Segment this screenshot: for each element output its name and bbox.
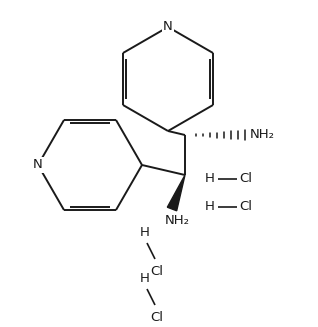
Text: Cl: Cl: [239, 173, 252, 185]
Text: H: H: [140, 272, 150, 285]
Text: Cl: Cl: [239, 200, 252, 214]
Text: N: N: [33, 159, 43, 171]
Text: N: N: [163, 21, 173, 33]
Text: Cl: Cl: [150, 311, 163, 324]
Polygon shape: [167, 175, 185, 211]
Text: H: H: [140, 226, 150, 239]
Text: Cl: Cl: [150, 265, 163, 278]
Text: H: H: [205, 200, 215, 214]
Text: NH₂: NH₂: [164, 214, 190, 227]
Text: NH₂: NH₂: [250, 129, 275, 142]
Text: H: H: [205, 173, 215, 185]
